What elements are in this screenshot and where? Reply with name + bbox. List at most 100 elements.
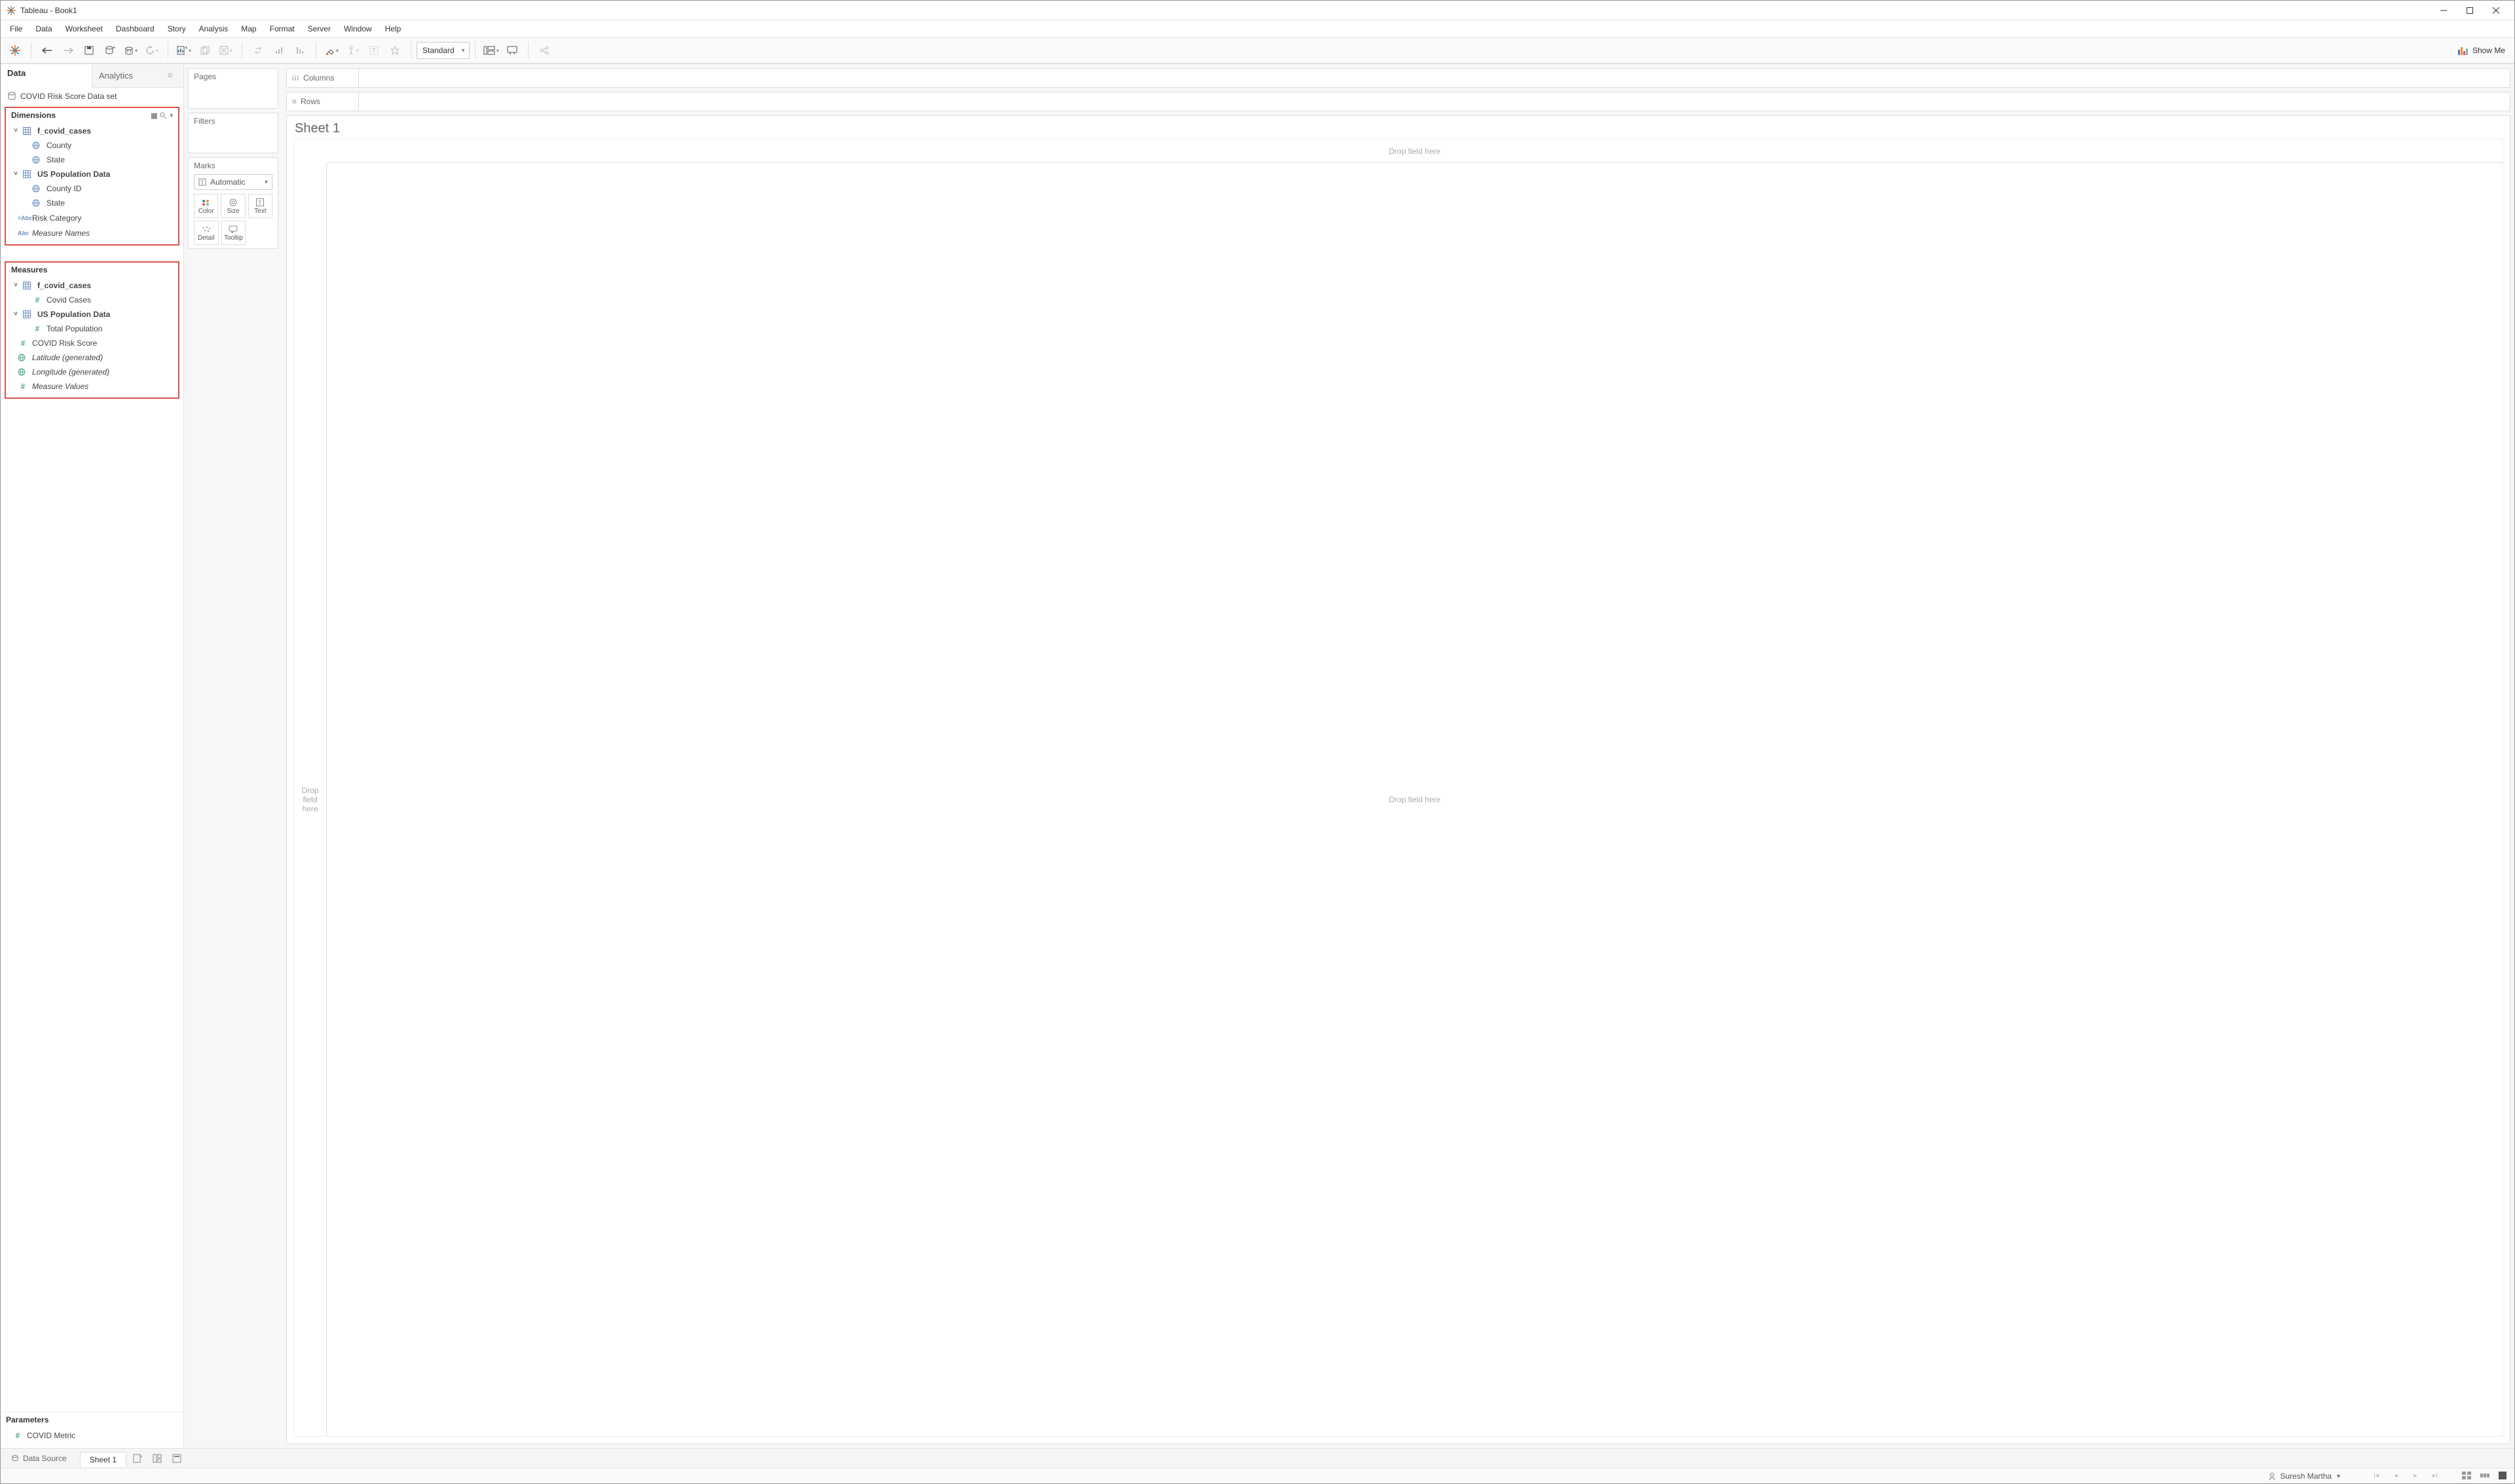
datasource-item[interactable]: COVID Risk Score Data set <box>1 88 183 105</box>
duplicate-button[interactable] <box>195 41 215 60</box>
menu-data[interactable]: Data <box>30 22 57 35</box>
columns-shelf[interactable]: iiiColumns <box>286 68 2510 88</box>
maximize-button[interactable] <box>2457 1 2483 20</box>
dimensions-tree: ˅f_covid_casesCountyState˅US Population … <box>6 122 178 242</box>
field-item[interactable]: State <box>6 196 178 210</box>
data-tab[interactable]: Data <box>1 64 92 87</box>
mark-tooltip-button[interactable]: Tooltip <box>221 221 246 245</box>
parameter-item[interactable]: #COVID Metric <box>1 1428 183 1443</box>
tableau-start-icon[interactable] <box>5 41 25 60</box>
menu-help[interactable]: Help <box>380 22 407 35</box>
minimize-button[interactable] <box>2431 1 2457 20</box>
highlight-button[interactable]: ▾ <box>322 41 342 60</box>
fields-menu-icon[interactable]: ▾ <box>170 112 173 119</box>
nav-prev-icon[interactable]: ◂ <box>2390 1472 2402 1479</box>
automatic-mark-icon: T <box>198 178 206 186</box>
field-group[interactable]: ˅US Population Data <box>6 307 178 322</box>
nav-last-icon[interactable]: ▸I <box>2429 1472 2441 1479</box>
columns-icon: iii <box>292 73 299 83</box>
new-datasource-button[interactable]: + <box>100 41 120 60</box>
sheet-title[interactable]: Sheet 1 <box>287 116 2510 139</box>
sort-desc-button[interactable] <box>290 41 310 60</box>
marks-type-dropdown[interactable]: T Automatic <box>194 174 272 190</box>
undo-button[interactable] <box>37 41 57 60</box>
new-worksheet-button[interactable]: +▾ <box>174 41 194 60</box>
mark-color-button[interactable]: Color <box>194 194 218 218</box>
menu-window[interactable]: Window <box>339 22 377 35</box>
svg-text:T: T <box>200 179 204 186</box>
field-item[interactable]: County ID <box>6 181 178 196</box>
group-button[interactable]: ▾ <box>343 41 363 60</box>
presentation-mode-button[interactable] <box>502 41 522 60</box>
view-filmstrip-icon[interactable] <box>2480 1472 2491 1481</box>
refresh-button[interactable]: ▾ <box>142 41 162 60</box>
menu-story[interactable]: Story <box>162 22 191 35</box>
app-window: Tableau - Book1 File Data Worksheet Dash… <box>0 0 2515 1484</box>
body-drop-zone[interactable]: Drop field here <box>327 163 2503 1436</box>
sort-asc-button[interactable] <box>269 41 289 60</box>
marks-type-label: Automatic <box>210 177 245 187</box>
field-item[interactable]: State <box>6 153 178 167</box>
swap-button[interactable] <box>248 41 268 60</box>
field-group[interactable]: ˅f_covid_cases <box>6 124 178 138</box>
label-button[interactable]: T <box>364 41 384 60</box>
view-thumbs-icon[interactable] <box>2462 1472 2472 1481</box>
mark-size-button[interactable]: Size <box>221 194 245 218</box>
menu-format[interactable]: Format <box>265 22 300 35</box>
rows-drop-zone[interactable]: Drop field here <box>294 163 327 1436</box>
view-grid[interactable]: Drop field here Drop field here Drop fie… <box>293 139 2503 1437</box>
filters-shelf[interactable]: Filters <box>188 113 278 153</box>
view-as-list-icon[interactable]: ▦ <box>151 111 157 120</box>
analytics-tab[interactable]: Analytics⊙ <box>92 64 183 87</box>
rows-shelf[interactable]: ≡Rows <box>286 92 2510 111</box>
field-group[interactable]: ˅f_covid_cases <box>6 278 178 293</box>
new-dashboard-tab-button[interactable] <box>149 1451 166 1466</box>
mark-detail-button[interactable]: Detail <box>194 221 219 245</box>
close-button[interactable] <box>2483 1 2509 20</box>
tableau-logo-icon <box>6 5 16 16</box>
menu-server[interactable]: Server <box>303 22 336 35</box>
field-item[interactable]: =AbcRisk Category <box>6 210 178 225</box>
field-item[interactable]: AbcMeasure Names <box>6 225 178 240</box>
menu-map[interactable]: Map <box>236 22 261 35</box>
field-item[interactable]: #Total Population <box>6 322 178 336</box>
field-item[interactable]: Longitude (generated) <box>6 365 178 379</box>
detail-icon <box>202 224 211 234</box>
pause-autoupdates-button[interactable]: ▾ <box>121 41 141 60</box>
redo-button[interactable] <box>58 41 78 60</box>
pin-button[interactable] <box>385 41 405 60</box>
user-menu[interactable]: Suresh Martha ▼ <box>2268 1472 2341 1481</box>
menu-dashboard[interactable]: Dashboard <box>111 22 160 35</box>
columns-drop-zone[interactable]: Drop field here <box>327 139 2503 163</box>
mark-text-button[interactable]: TText <box>248 194 272 218</box>
field-item[interactable]: #Measure Values <box>6 379 178 394</box>
field-group[interactable]: ˅US Population Data <box>6 167 178 181</box>
side-tabs: Data Analytics⊙ <box>1 64 183 88</box>
new-story-tab-button[interactable] <box>168 1451 185 1466</box>
field-item[interactable]: #COVID Risk Score <box>6 336 178 350</box>
nav-first-icon[interactable]: I◂ <box>2370 1472 2382 1479</box>
menu-worksheet[interactable]: Worksheet <box>60 22 108 35</box>
field-item[interactable]: Latitude (generated) <box>6 350 178 365</box>
field-item[interactable]: #Covid Cases <box>6 293 178 307</box>
nav-next-icon[interactable]: ▸ <box>2410 1472 2421 1479</box>
fit-dropdown[interactable]: Standard <box>417 42 470 59</box>
new-worksheet-tab-button[interactable]: + <box>129 1451 146 1466</box>
data-panel: Data Analytics⊙ COVID Risk Score Data se… <box>1 64 184 1448</box>
svg-text:T: T <box>372 48 376 55</box>
sheet-tab[interactable]: Sheet 1 <box>80 1452 126 1467</box>
save-button[interactable] <box>79 41 99 60</box>
view-single-icon[interactable] <box>2499 1472 2509 1481</box>
field-item[interactable]: County <box>6 138 178 153</box>
pages-shelf[interactable]: Pages <box>188 68 278 109</box>
datasource-tab[interactable]: Data Source <box>5 1451 73 1466</box>
show-me-button[interactable]: Show Me <box>2453 43 2510 58</box>
share-button[interactable] <box>534 41 554 60</box>
menu-file[interactable]: File <box>5 22 28 35</box>
menu-analysis[interactable]: Analysis <box>194 22 234 35</box>
toolbar: + ▾ ▾ +▾ ▾ ▾ ▾ T Standard ▾ Show Me <box>1 37 2514 64</box>
search-fields-icon[interactable] <box>160 112 167 119</box>
clear-button[interactable]: ▾ <box>216 41 236 60</box>
user-name: Suresh Martha <box>2280 1472 2332 1481</box>
show-hide-cards-button[interactable]: ▾ <box>481 41 501 60</box>
